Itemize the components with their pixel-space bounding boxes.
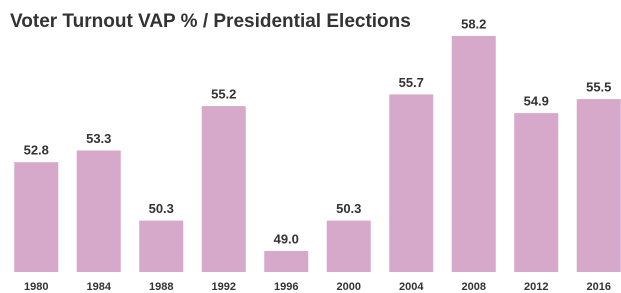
bar xyxy=(202,106,246,272)
x-tick-label: 1996 xyxy=(274,281,298,293)
x-tick-label: 2008 xyxy=(462,281,486,293)
bar xyxy=(452,36,496,272)
value-label: 58.2 xyxy=(461,16,486,31)
value-label: 50.3 xyxy=(149,201,174,216)
x-tick-label: 2004 xyxy=(399,281,424,293)
value-label: 49.0 xyxy=(274,231,299,246)
bar xyxy=(139,221,183,272)
value-label: 55.5 xyxy=(586,80,611,95)
x-tick-label: 2000 xyxy=(337,281,361,293)
chart-title: Voter Turnout VAP % / Presidential Elect… xyxy=(10,11,411,32)
bar xyxy=(389,94,433,272)
chart: Voter Turnout VAP % / Presidential Elect… xyxy=(0,0,621,293)
bar xyxy=(514,113,558,272)
value-label: 50.3 xyxy=(336,201,361,216)
bar xyxy=(264,251,308,272)
page: Voter Turnout VAP % / Presidential Elect… xyxy=(0,0,621,293)
value-label: 54.9 xyxy=(524,94,549,109)
x-tick-label: 2012 xyxy=(524,281,548,293)
value-label: 52.8 xyxy=(24,143,49,158)
bar xyxy=(577,99,621,272)
x-tick-label: 2016 xyxy=(587,281,611,293)
x-tick-label: 1988 xyxy=(149,281,173,293)
value-label: 55.7 xyxy=(399,75,424,90)
bar xyxy=(14,162,58,272)
bar xyxy=(77,150,121,272)
value-label: 55.2 xyxy=(211,87,236,102)
x-tick-label: 1980 xyxy=(24,281,48,293)
x-tick-label: 1992 xyxy=(212,281,236,293)
bar xyxy=(327,221,371,272)
value-label: 53.3 xyxy=(86,131,111,146)
x-tick-label: 1984 xyxy=(87,281,112,293)
